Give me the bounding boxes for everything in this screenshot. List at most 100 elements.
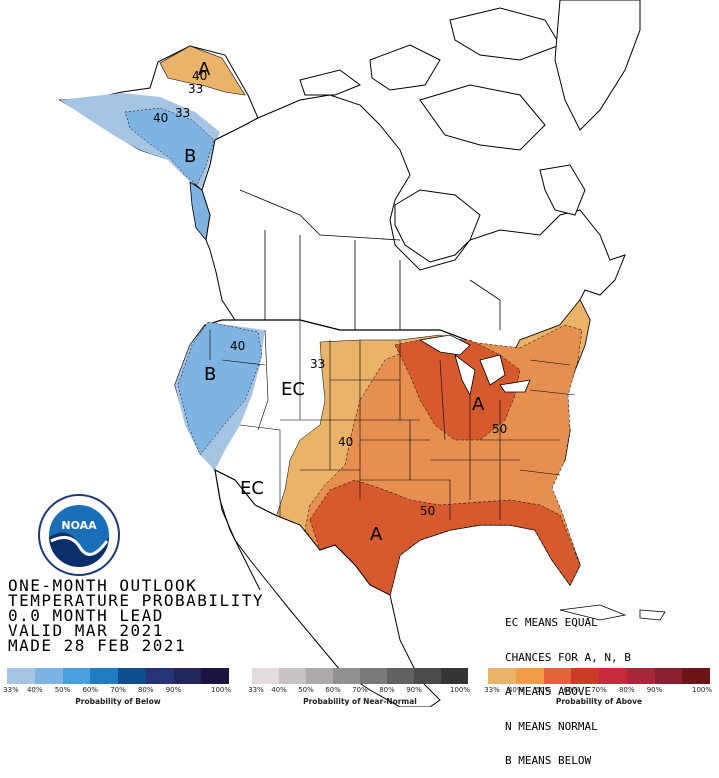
legend-above-tick-6: 80% [618, 686, 635, 694]
key-line-2: CHANCES FOR A, N, B [505, 650, 631, 664]
legend-above-swatch-7 [654, 668, 683, 684]
key-line-3: A MEANS ABOVE [505, 685, 592, 698]
alaska-below-label: B [184, 146, 196, 167]
legend-normal-tick-7: 90% [406, 686, 422, 694]
alaska-below-contour-40: 40 [153, 111, 168, 125]
legend-normal-swatches [252, 668, 468, 684]
title-line-4: VALID MAR 2021 [8, 621, 164, 640]
map-labels: A 40 33 B 40 33 B 40 EC EC 33 40 A 50 A … [153, 59, 507, 545]
south-contour-50: 50 [420, 504, 435, 518]
legend-normal-swatch-5 [360, 668, 387, 684]
legend-below-tick-4: 60% [82, 686, 99, 694]
title-line-1: ONE-MONTH OUTLOOK [8, 576, 198, 595]
title-line-5: MADE 28 FEB 2021 [8, 636, 187, 655]
key-line-1: EC MEANS EQUAL [505, 616, 598, 629]
greenland [554, 0, 641, 131]
legend-below-ticks: 33% 40% 50% 60% 70% 80% 90% 100% [3, 686, 232, 696]
legend-normal-swatch-7 [414, 668, 441, 684]
south-above-label: A [370, 524, 383, 545]
plains-contour-40: 40 [338, 435, 353, 449]
legend-below: 33% 40% 50% 60% 70% 80% 90% 100% Probability of… [3, 668, 232, 707]
key-line-4: N MEANS NORMAL [505, 719, 598, 733]
legend-above-swatches [488, 668, 710, 684]
legend-above: 33% 40% 50% 60% 70% 80% 90% 100% Probability of… [484, 668, 713, 707]
title-line-2: TEMPERATURE PROBABILITY [8, 591, 265, 610]
legend-above-tick-1: 33% [484, 686, 500, 694]
west-below-inner [177, 321, 263, 456]
legend-above-swatch-8 [682, 668, 710, 684]
legend-above-title: Probability of Above [555, 697, 643, 706]
legend-normal-swatch-4 [333, 668, 360, 684]
legend-above-tick-4: 60% [563, 686, 580, 694]
legend-above-swatch-6 [626, 668, 655, 684]
legend-below-tick-5: 70% [110, 686, 126, 694]
west-below-contour-40: 40 [230, 339, 245, 353]
legend-below-swatches [7, 668, 229, 684]
arctic-island-3 [419, 84, 546, 151]
east-above-label: A [472, 394, 485, 415]
legend-above-tick-8: 100% [691, 686, 713, 694]
hudson-bay [394, 189, 481, 263]
alaska-above-area [159, 45, 246, 96]
ec-south-label: EC [240, 478, 264, 499]
legend-above-tick-7: 90% [646, 686, 663, 694]
conus-region [174, 298, 591, 596]
legend-normal-tick-3: 50% [298, 686, 314, 694]
legend-below-swatch-5 [118, 668, 146, 684]
arctic-island-4 [449, 7, 561, 61]
province-lines [239, 189, 501, 330]
legend-normal-tick-4: 60% [325, 686, 341, 694]
west-below-label: B [204, 364, 216, 385]
legend-above-swatch-2 [515, 668, 544, 684]
legend-above-swatch-1 [488, 668, 516, 684]
legend-normal-swatch-3 [306, 668, 333, 684]
caribbean-islands [559, 604, 666, 621]
alaska-above-contour-33: 33 [188, 82, 203, 96]
legend-below-tick-1: 33% [3, 686, 19, 694]
legend-above-ticks: 33% 40% 50% 60% 70% 80% 90% 100% [484, 686, 713, 696]
title-line-3: 0.0 MONTH LEAD [8, 606, 164, 625]
legend-normal-swatch-8 [441, 668, 468, 684]
legend-normal-tick-8: 100% [449, 686, 471, 694]
legend-below-swatch-7 [173, 668, 202, 684]
legend-below-tick-7: 90% [165, 686, 182, 694]
canada-mainland [201, 94, 626, 361]
legend-below-swatch-1 [7, 668, 35, 684]
legend-above-tick-5: 70% [591, 686, 607, 694]
legend-normal-swatch-6 [387, 668, 414, 684]
mexico-outline [214, 469, 441, 707]
alaska-below-inner [124, 107, 215, 186]
canada-region [201, 0, 641, 361]
legend-normal-title: Probability of Near-Normal [303, 697, 417, 706]
plains-contour-33: 33 [310, 357, 325, 371]
legend-below-title: Probability of Below [75, 697, 161, 706]
legend-above-tick-2: 40% [507, 686, 524, 694]
legend-below-tick-2: 40% [26, 686, 43, 694]
alaska-above-contour-40: 40 [192, 69, 207, 83]
legend-below-swatch-8 [201, 668, 229, 684]
legend-below-tick-6: 80% [137, 686, 154, 694]
outlook-map: A 40 33 B 40 33 B 40 EC EC 33 40 A 50 A … [38, 0, 666, 707]
legend-normal-tick-2: 40% [271, 686, 287, 694]
labrador [539, 164, 586, 216]
legend-normal-tick-1: 33% [248, 686, 264, 694]
legend-below-tick-8: 100% [210, 686, 232, 694]
arctic-island-1 [299, 69, 362, 96]
legend-normal-swatch-1 [252, 668, 279, 684]
alaska-below-contour-33: 33 [175, 106, 190, 120]
legend-below-swatch-4 [90, 668, 118, 684]
legend-normal-tick-6: 80% [379, 686, 395, 694]
ec-north-label: EC [281, 379, 305, 400]
key-line-5: B MEANS BELOW [505, 754, 592, 767]
legend-above-swatch-5 [599, 668, 627, 684]
legend-above-swatch-4 [571, 668, 599, 684]
alaska-above-label: A [198, 59, 211, 80]
legend-below-tick-3: 50% [54, 686, 71, 694]
legend-normal: 33% 40% 50% 60% 70% 80% 90% 100% Probability of… [248, 668, 471, 707]
legend-normal-tick-5: 70% [352, 686, 368, 694]
legend-below-swatch-6 [145, 668, 174, 684]
noaa-logo-text: NOAA [61, 519, 97, 532]
legend-above-swatch-3 [543, 668, 572, 684]
alaska-region [58, 45, 259, 241]
baja [214, 469, 261, 591]
